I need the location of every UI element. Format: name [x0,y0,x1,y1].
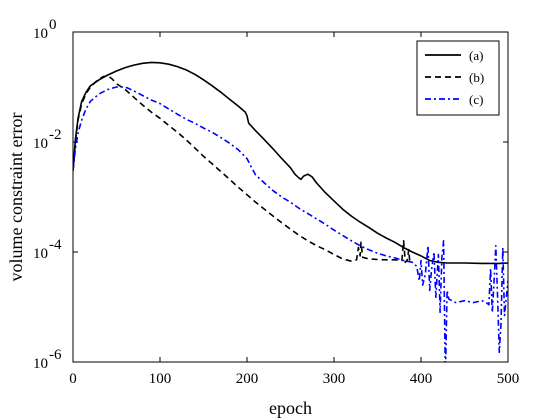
legend: (a) (b) (c) [416,40,500,116]
x-tick-label: 300 [323,371,346,387]
series-line-3 [73,86,508,362]
legend-label-3: (c) [469,92,483,107]
x-axis-label: epoch [269,398,312,418]
x-tick-label: 500 [497,371,520,387]
x-tick-label: 400 [410,371,433,387]
legend-label-1: (a) [469,48,483,63]
legend-label-2: (b) [469,70,484,85]
y-tick-label: 10 [33,26,48,42]
plot-frame [72,31,509,363]
legend-box [416,40,500,116]
y-tick-exponent: -6 [49,347,62,363]
series-line-1 [73,61,508,265]
y-tick-exponent: -4 [49,237,62,253]
x-tick-label: 200 [236,371,259,387]
x-tick-label: 0 [69,371,77,387]
y-tick-label: 10 [33,136,48,152]
y-tick-exponent: -2 [49,127,62,143]
y-axis-label: volume constraint error [6,113,26,282]
y-tick-label: 10 [33,246,48,262]
y-tick-exponent: 0 [49,17,57,33]
y-tick-label: 10 [33,356,48,372]
x-tick-label: 100 [149,371,172,387]
plot-lines [73,61,508,362]
